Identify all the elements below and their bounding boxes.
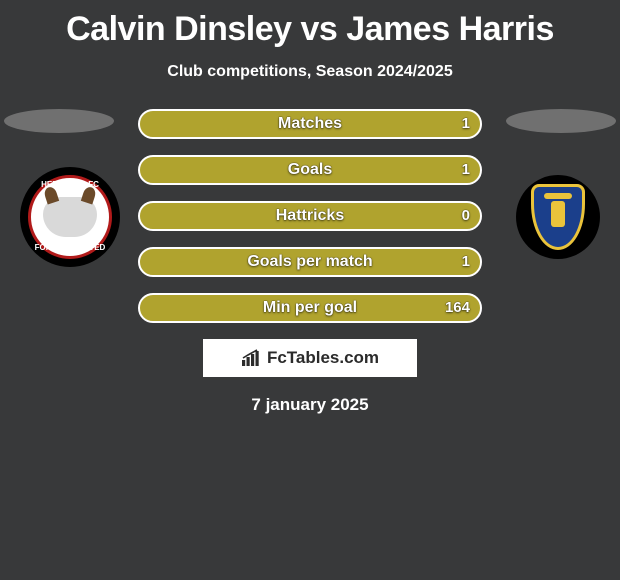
comparison-area: HEREFORD FC FOREVER UNITED Matches 1 Goa…: [0, 109, 620, 415]
stat-row-matches: Matches 1: [138, 109, 482, 139]
stat-bars: Matches 1 Goals 1 Hattricks 0 Goals per …: [138, 109, 482, 323]
stat-label: Goals: [138, 155, 482, 185]
stat-label: Matches: [138, 109, 482, 139]
shield-icon: [531, 184, 585, 250]
player-photo-placeholder-left: [4, 109, 114, 133]
club-badge-left: HEREFORD FC FOREVER UNITED: [20, 167, 120, 267]
stat-row-hattricks: Hattricks 0: [138, 201, 482, 231]
stat-row-min-per-goal: Min per goal 164: [138, 293, 482, 323]
stat-value-right: 164: [445, 293, 470, 323]
source-logo-text: FcTables.com: [267, 348, 379, 368]
source-logo-box: FcTables.com: [203, 339, 417, 377]
club-badge-right: [516, 175, 600, 259]
stat-value-right: 1: [462, 155, 470, 185]
stat-value-right: 1: [462, 247, 470, 277]
subtitle: Club competitions, Season 2024/2025: [0, 63, 620, 81]
page-title: Calvin Dinsley vs James Harris: [0, 0, 620, 49]
badge-left-text-bottom: FOREVER UNITED: [31, 243, 109, 252]
stat-row-goals: Goals 1: [138, 155, 482, 185]
bar-chart-icon: [241, 349, 263, 367]
badge-left-text-top: HEREFORD FC: [31, 180, 109, 189]
stat-label: Min per goal: [138, 293, 482, 323]
stat-row-goals-per-match: Goals per match 1: [138, 247, 482, 277]
bull-icon: [43, 197, 97, 237]
date-text: 7 january 2025: [0, 395, 620, 415]
stat-label: Goals per match: [138, 247, 482, 277]
stat-value-right: 0: [462, 201, 470, 231]
stat-label: Hattricks: [138, 201, 482, 231]
player-photo-placeholder-right: [506, 109, 616, 133]
stat-value-right: 1: [462, 109, 470, 139]
